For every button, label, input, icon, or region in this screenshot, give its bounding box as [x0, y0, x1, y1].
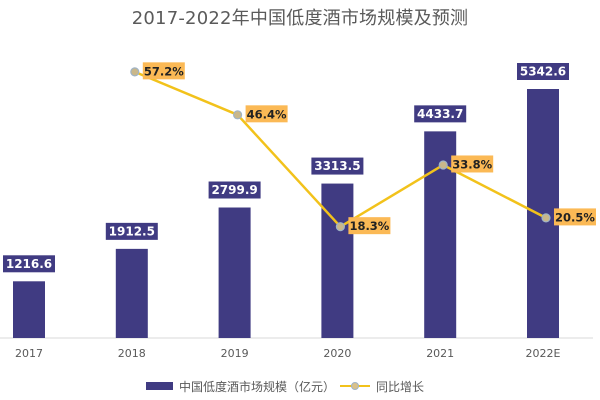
svg-text:1216.6: 1216.6 — [6, 257, 52, 271]
legend-label-market-size: 中国低度酒市场规模（亿元） — [179, 379, 336, 394]
svg-text:3313.5: 3313.5 — [314, 159, 360, 173]
x-axis-tick-label: 2018 — [118, 347, 146, 360]
x-axis-tick-label: 2019 — [221, 347, 249, 360]
bar-2020[interactable] — [321, 183, 354, 338]
x-axis-tick-label: 2022E — [526, 347, 561, 360]
x-axis-tick-label: 2020 — [323, 347, 351, 360]
x-axis-tick-label: 2017 — [15, 347, 43, 360]
bar-value-label: 4433.7 — [414, 105, 467, 123]
svg-text:5342.6: 5342.6 — [520, 65, 566, 79]
bar-value-label: 1912.5 — [105, 222, 158, 240]
svg-text:46.4%: 46.4% — [247, 107, 287, 121]
svg-text:2799.9: 2799.9 — [211, 183, 257, 197]
bar-2022E[interactable] — [527, 89, 559, 338]
line-point-marker[interactable] — [335, 222, 345, 232]
bar-value-label: 2799.9 — [208, 181, 261, 199]
line-value-label: 20.5% — [554, 208, 596, 226]
legend-item-yoy-growth[interactable]: 同比增长 — [340, 377, 424, 395]
line-point-marker[interactable] — [541, 213, 551, 223]
legend-label-yoy-growth: 同比增长 — [376, 379, 425, 394]
line-value-label: 18.3% — [348, 217, 391, 235]
svg-text:57.2%: 57.2% — [144, 64, 184, 78]
line-value-label: 33.8% — [451, 155, 494, 173]
bar-2018[interactable] — [115, 248, 148, 338]
line-point-marker[interactable] — [233, 110, 243, 120]
chart-title: 2017-2022年中国低度酒市场规模及预测 — [131, 8, 469, 29]
legend-line-marker-icon — [340, 382, 370, 390]
line-point-marker[interactable] — [130, 67, 140, 77]
legend-item-market-size[interactable]: 中国低度酒市场规模（亿元） — [146, 377, 335, 395]
line-value-label: 46.4% — [245, 105, 288, 123]
line-point-marker[interactable] — [438, 160, 448, 170]
x-axis-tick-label: 2021 — [426, 347, 454, 360]
bar-value-label: 5342.6 — [517, 63, 569, 80]
bar-2019[interactable] — [218, 207, 251, 338]
svg-text:33.8%: 33.8% — [452, 157, 492, 171]
svg-text:18.3%: 18.3% — [349, 219, 389, 233]
chart-legend: 中国低度酒市场规模（亿元） 同比增长 — [0, 377, 600, 395]
svg-text:20.5%: 20.5% — [555, 210, 595, 224]
svg-text:4433.7: 4433.7 — [417, 107, 463, 121]
bar-value-label: 3313.5 — [311, 157, 364, 175]
bar-2017[interactable] — [13, 281, 45, 338]
line-value-label: 57.2% — [142, 62, 185, 80]
legend-bar-swatch-icon — [146, 382, 173, 390]
svg-text:1912.5: 1912.5 — [109, 224, 155, 238]
bar-value-label: 1216.6 — [3, 255, 55, 273]
